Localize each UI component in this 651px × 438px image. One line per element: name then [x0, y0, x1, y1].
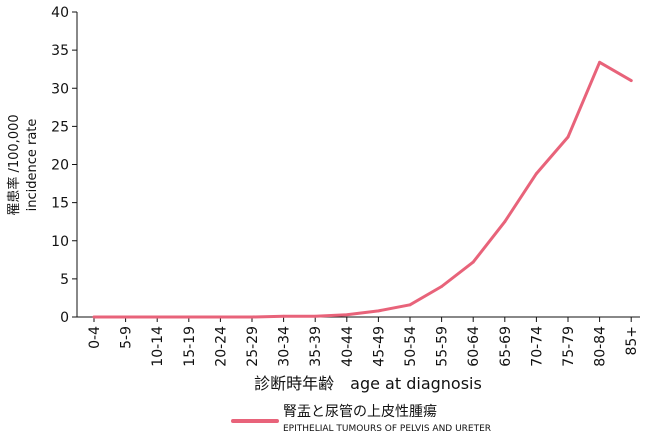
y-axis-title-line2: incidence rate [25, 119, 40, 212]
data-point [187, 315, 191, 319]
data-point [250, 315, 254, 319]
y-tick-label: 20 [51, 158, 69, 174]
x-tick-labels: 0-4 5-9 10-14 15-19 20-24 25-29 30-34 35-39 40-4… [87, 317, 640, 367]
y-tick-label: 40 [51, 5, 69, 21]
x-tick-label: 85+ [624, 326, 640, 356]
data-point [92, 315, 96, 319]
x-tick-label: 75-79 [561, 326, 577, 367]
series-layer [92, 60, 633, 319]
x-tick-label: 50-54 [403, 326, 419, 367]
x-tick-label: 40-44 [340, 326, 356, 367]
x-tick-label: 10-14 [150, 326, 166, 367]
x-tick-label: 20-24 [213, 326, 229, 367]
data-point [345, 313, 349, 317]
x-tick-label: 30-34 [277, 326, 293, 367]
x-tick-label: 80-84 [593, 326, 609, 367]
data-point [124, 315, 127, 319]
data-point [377, 309, 380, 313]
data-point [503, 220, 507, 224]
y-tick-labels: 0 5 10 15 20 25 30 35 40 [51, 5, 77, 326]
y-tick-label: 10 [51, 234, 69, 250]
y-axis-title: 罹患率 /100,000 incidence rate [6, 114, 40, 215]
legend-label: 腎盂と尿管の上皮性腫瘍 [283, 403, 437, 420]
x-tick-label: 55-59 [435, 326, 451, 367]
data-point [282, 314, 285, 318]
y-axis-title-line1: 罹患率 /100,000 [6, 114, 22, 215]
x-tick-label: 35-39 [308, 326, 324, 367]
x-tick-label: 15-19 [182, 326, 198, 367]
x-tick-label: 70-74 [529, 326, 545, 367]
data-point [566, 135, 570, 139]
legend-sublabel: EPITHELIAL TUMOURS OF PELVIS AND URETER [283, 424, 491, 434]
x-tick-label: 25-29 [245, 326, 261, 367]
data-point [629, 79, 633, 83]
legend: 腎盂と尿管の上皮性腫瘍 EPITHELIAL TUMOURS OF PELVIS… [231, 403, 491, 434]
data-point [471, 260, 475, 264]
x-axis-title: 診断時年齢 age at diagnosis [254, 374, 482, 393]
x-tick-label: 60-64 [466, 326, 482, 367]
y-tick-label: 25 [51, 119, 69, 135]
y-axis: 0 5 10 15 20 25 30 35 40 [51, 5, 78, 326]
y-tick-label: 35 [51, 43, 69, 59]
x-tick-label: 65-69 [498, 326, 514, 367]
y-tick-label: 0 [60, 310, 69, 326]
x-axis: 0-4 5-9 10-14 15-19 20-24 25-29 30-34 35-39 40-4… [77, 316, 640, 367]
data-point [408, 303, 412, 307]
x-tick-label: 0-4 [87, 326, 103, 349]
series-line [92, 60, 633, 319]
data-point [155, 315, 159, 319]
x-tick-label: 5-9 [119, 326, 135, 349]
y-tick-label: 5 [60, 272, 69, 288]
y-tick-label: 15 [51, 196, 69, 212]
data-point [219, 315, 222, 319]
data-point [598, 60, 601, 64]
data-point [440, 285, 443, 288]
data-point [535, 172, 538, 176]
y-tick-label: 30 [51, 81, 69, 97]
x-tick-label: 45-49 [371, 326, 387, 367]
data-point [313, 314, 317, 318]
